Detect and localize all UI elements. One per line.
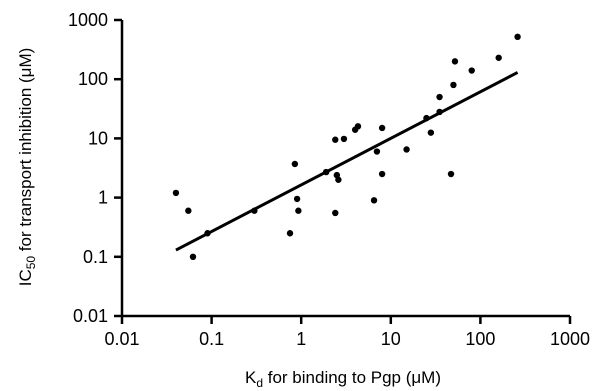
data-point bbox=[322, 168, 330, 176]
data-point bbox=[514, 33, 521, 41]
data-point bbox=[436, 93, 443, 101]
x-axis-title-main: K bbox=[245, 368, 257, 387]
x-tick-label: 10 bbox=[381, 329, 401, 349]
y-tick-label: 1 bbox=[98, 188, 108, 208]
data-point bbox=[251, 207, 258, 214]
data-point bbox=[427, 129, 435, 136]
y-tick-label: 1000 bbox=[68, 10, 108, 30]
regression-line-group bbox=[175, 71, 519, 252]
data-point bbox=[447, 170, 455, 178]
data-point bbox=[495, 54, 502, 61]
x-axis-title: Kd for binding to Pgp (μM) bbox=[245, 368, 441, 390]
data-point bbox=[189, 253, 197, 260]
data-point bbox=[332, 209, 339, 217]
x-axis-title-subscript: d bbox=[256, 376, 263, 390]
data-point bbox=[185, 207, 192, 214]
y-tick-label: 100 bbox=[78, 69, 108, 89]
data-point bbox=[403, 146, 410, 153]
y-axis-title-subscript: 50 bbox=[24, 256, 38, 270]
data-point bbox=[436, 108, 443, 116]
data-point bbox=[370, 197, 378, 204]
data-point bbox=[340, 135, 348, 143]
data-point bbox=[468, 67, 475, 74]
data-point bbox=[423, 114, 430, 122]
y-axis-title-main: IC bbox=[16, 269, 35, 286]
regression-line bbox=[175, 71, 519, 252]
data-point bbox=[291, 160, 299, 168]
data-point bbox=[335, 176, 342, 183]
data-point bbox=[451, 58, 459, 65]
y-tick-label: 10 bbox=[88, 128, 108, 148]
x-tick-label: 1 bbox=[296, 329, 306, 349]
data-point bbox=[295, 207, 302, 214]
y-axis-title-rest: for transport inhibition (μM) bbox=[16, 48, 35, 256]
x-axis-title-rest: for binding to Pgp (μM) bbox=[263, 368, 441, 387]
y-tick-label: 0.01 bbox=[73, 306, 108, 326]
x-tick-label: 0.01 bbox=[104, 329, 139, 349]
x-tick-label: 1000 bbox=[550, 329, 590, 349]
data-point bbox=[450, 81, 457, 89]
data-point bbox=[378, 124, 386, 132]
y-axis-title: IC50 for transport inhibition (μM) bbox=[16, 48, 38, 287]
data-point bbox=[293, 195, 301, 203]
data-points bbox=[172, 33, 521, 260]
data-point bbox=[204, 230, 211, 237]
data-point bbox=[332, 136, 339, 143]
axes bbox=[120, 20, 570, 318]
data-point bbox=[373, 148, 381, 155]
data-point bbox=[378, 170, 386, 178]
data-point bbox=[354, 123, 362, 130]
y-tick-label: 0.1 bbox=[83, 247, 108, 267]
data-point bbox=[286, 230, 294, 237]
data-point bbox=[172, 189, 180, 197]
x-tick-label: 0.1 bbox=[199, 329, 224, 349]
y-axis-ticks: 0.01 0.1 1 10 100 1000 bbox=[68, 10, 122, 326]
x-tick-label: 100 bbox=[465, 329, 495, 349]
x-axis-ticks: 0.01 0.1 1 10 100 1000 bbox=[104, 316, 590, 349]
